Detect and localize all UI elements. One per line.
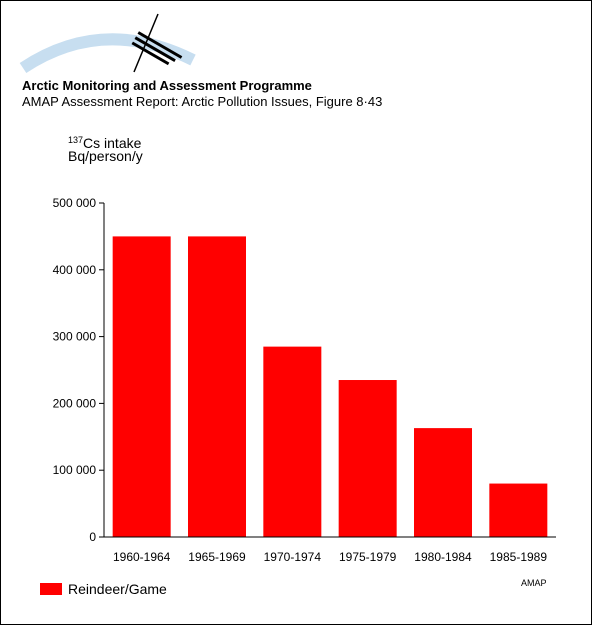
amap-logo-graphic <box>19 13 196 74</box>
legend-swatch <box>40 583 62 595</box>
y-tick-label: 200 000 <box>53 396 97 410</box>
x-tick-label: 1975-1979 <box>339 550 397 564</box>
logo-stripe <box>134 36 176 62</box>
x-tick-label: 1980-1984 <box>414 550 472 564</box>
bar-1960-1964 <box>112 236 171 537</box>
bar-1965-1969 <box>188 236 246 537</box>
y-tick-label: 100 000 <box>53 463 97 477</box>
legend: Reindeer/Game <box>40 581 167 597</box>
bars-group <box>112 236 548 537</box>
bar-1970-1974 <box>263 346 322 537</box>
y-tick-label: 300 000 <box>53 330 97 344</box>
axes-group <box>103 203 556 538</box>
y-axis-title: 137Cs intake <box>68 131 141 152</box>
organization-title: Arctic Monitoring and Assessment Program… <box>22 78 312 93</box>
y-tick-label: 500 000 <box>53 196 97 210</box>
y-tick-label: 0 <box>89 530 96 544</box>
x-tick-label: 1970-1974 <box>264 550 322 564</box>
credit-text: AMAP <box>521 578 547 588</box>
y-tick-label: 400 000 <box>53 263 97 277</box>
bar-1975-1979 <box>338 380 397 537</box>
y-ticks-group: 0 100 000 200 000 300 000 400 000 500 000 <box>53 196 104 544</box>
x-tick-label: 1960-1964 <box>113 550 171 564</box>
x-tick-label: 1965-1969 <box>188 550 246 564</box>
bar-1985-1989 <box>489 483 548 537</box>
logo-stripe <box>137 31 183 59</box>
x-ticks-group: 1960-1964 1965-1969 1970-1974 1975-1979 1980… <box>113 550 547 564</box>
amap-logo <box>18 10 218 76</box>
bar-1980-1984 <box>414 428 472 537</box>
legend-label: Reindeer/Game <box>68 581 167 597</box>
x-tick-label: 1985-1989 <box>490 550 548 564</box>
y-axis-title-main: Cs intake <box>83 135 142 151</box>
y-axis-unit: Bq/person/y <box>68 148 143 164</box>
logo-stripe <box>131 41 170 66</box>
y-axis-title-isotope: 137 <box>68 135 84 145</box>
report-reference: AMAP Assessment Report: Arctic Pollution… <box>22 94 383 109</box>
